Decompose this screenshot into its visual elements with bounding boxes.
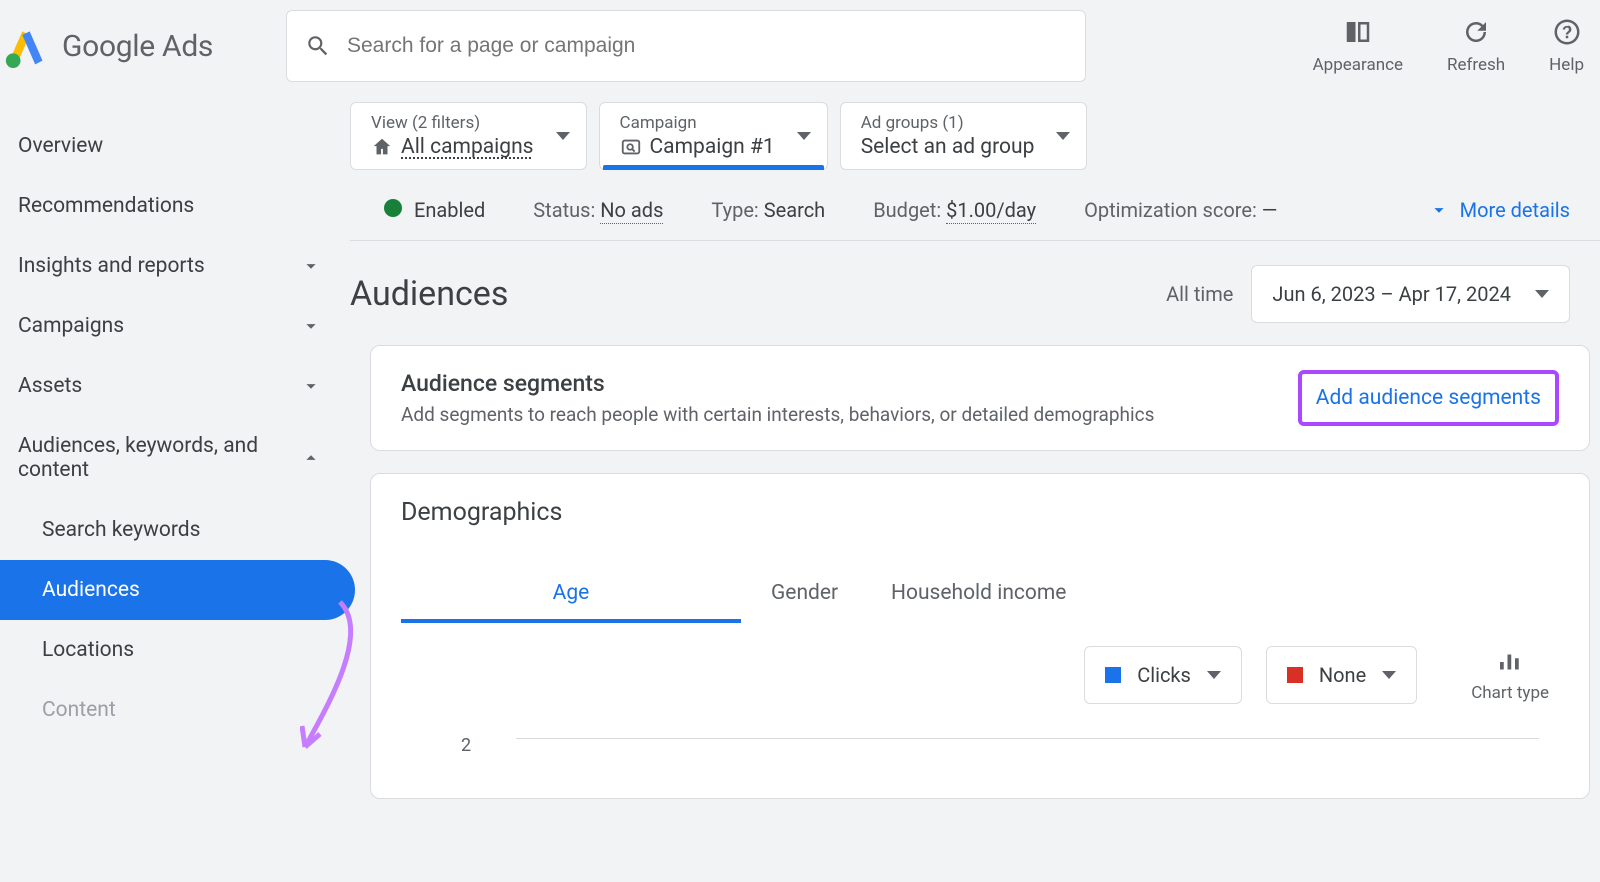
chevron-down-icon [300, 255, 322, 277]
adgroup-label: Ad groups (1) [861, 113, 1035, 133]
help-button[interactable]: Help [1549, 17, 1584, 75]
appearance-button[interactable]: Appearance [1313, 17, 1403, 75]
dropdown-icon [1535, 290, 1549, 298]
add-audience-segments-button[interactable]: Add audience segments [1298, 370, 1559, 426]
audience-segments-card: Audience segments Add segments to reach … [370, 345, 1590, 451]
header-actions: Appearance Refresh Help [1313, 17, 1584, 75]
y-axis-tick: 2 [461, 735, 471, 756]
appearance-label: Appearance [1313, 55, 1403, 75]
dropdown-icon [1056, 132, 1070, 140]
adgroup-selector[interactable]: Ad groups (1) Select an ad group [840, 102, 1088, 170]
nav-audiences[interactable]: Audiences [0, 560, 355, 620]
page-title: Audiences [350, 274, 508, 314]
breadcrumb-row: View (2 filters) All campaigns Campaign … [350, 102, 1600, 170]
app-header: Google Ads Appearance Refresh Help [0, 0, 1600, 92]
metric-selector-primary[interactable]: Clicks [1084, 646, 1242, 704]
refresh-icon [1461, 17, 1491, 47]
more-details-button[interactable]: More details [1428, 198, 1570, 222]
nav-insights-reports[interactable]: Insights and reports [0, 236, 340, 296]
nav-recommendations[interactable]: Recommendations [0, 176, 340, 236]
tab-gender[interactable]: Gender [771, 567, 861, 623]
search-campaign-icon [620, 136, 642, 158]
metric-color-swatch [1105, 667, 1121, 683]
enabled-dot-icon [384, 199, 402, 217]
campaign-selector[interactable]: Campaign Campaign #1 [599, 102, 828, 170]
sidebar: Overview Recommendations Insights and re… [0, 92, 340, 821]
nav-locations[interactable]: Locations [0, 620, 340, 680]
optimization-block: Optimization score: — [1084, 198, 1277, 222]
appearance-icon [1343, 17, 1373, 47]
bar-chart-icon [1495, 647, 1525, 677]
tab-age[interactable]: Age [401, 567, 741, 623]
timeframe-label: All time [1166, 282, 1233, 306]
campaign-value: Campaign #1 [620, 135, 775, 159]
dropdown-icon [1382, 671, 1396, 679]
chart-type-button[interactable]: Chart type [1471, 647, 1549, 703]
type-block: Type: Search [711, 198, 825, 222]
demographics-title: Demographics [401, 498, 1559, 527]
search-icon [305, 33, 331, 59]
budget-block: Budget: $1.00/day [873, 198, 1036, 222]
metric-selector-secondary[interactable]: None [1266, 646, 1417, 704]
nav-content[interactable]: Content [0, 680, 340, 740]
dropdown-icon [1207, 671, 1221, 679]
campaign-label: Campaign [620, 113, 775, 133]
campaign-status-row: Enabled Status: No ads Type: Search Budg… [350, 182, 1600, 241]
status-enabled: Enabled [384, 198, 485, 222]
refresh-label: Refresh [1447, 55, 1505, 75]
home-icon [371, 136, 393, 158]
chevron-down-icon [300, 375, 322, 397]
chevron-up-icon [300, 447, 322, 469]
main-content: View (2 filters) All campaigns Campaign … [340, 92, 1600, 821]
date-range-value: Jun 6, 2023 – Apr 17, 2024 [1272, 282, 1511, 306]
chart-controls: Clicks None Chart type [401, 624, 1559, 704]
help-icon [1552, 17, 1582, 47]
demographics-card: Demographics Age Gender Household income… [370, 473, 1590, 799]
nav-campaigns[interactable]: Campaigns [0, 296, 340, 356]
adgroup-value: Select an ad group [861, 135, 1035, 159]
nav-overview[interactable]: Overview [0, 116, 340, 176]
nav-search-keywords[interactable]: Search keywords [0, 500, 340, 560]
metric-color-swatch [1287, 667, 1303, 683]
status-block: Status: No ads [533, 198, 663, 222]
nav-assets[interactable]: Assets [0, 356, 340, 416]
dropdown-icon [556, 132, 570, 140]
demographics-tabs: Age Gender Household income [401, 567, 1559, 624]
view-selector[interactable]: View (2 filters) All campaigns [350, 102, 587, 170]
help-label: Help [1549, 55, 1584, 75]
dropdown-icon [797, 132, 811, 140]
search-box[interactable] [286, 10, 1086, 82]
gridline [516, 738, 1539, 739]
date-range-selector[interactable]: Jun 6, 2023 – Apr 17, 2024 [1251, 265, 1570, 323]
google-ads-logo-icon [4, 24, 48, 68]
view-value: All campaigns [371, 135, 534, 159]
chevron-down-icon [300, 315, 322, 337]
chart-area: 2 [401, 718, 1559, 798]
search-input[interactable] [347, 34, 1067, 58]
view-label: View (2 filters) [371, 113, 534, 133]
page-head-row: Audiences All time Jun 6, 2023 – Apr 17,… [350, 241, 1600, 345]
nav-audiences-keywords-content[interactable]: Audiences, keywords, and content [0, 416, 340, 500]
segments-subtitle: Add segments to reach people with certai… [401, 403, 1298, 426]
tab-household-income[interactable]: Household income [891, 567, 1101, 623]
refresh-button[interactable]: Refresh [1447, 17, 1505, 75]
segments-title: Audience segments [401, 370, 1298, 397]
logo-area: Google Ads [0, 24, 270, 68]
logo-text: Google Ads [62, 29, 213, 64]
chevron-down-icon [1428, 199, 1450, 221]
